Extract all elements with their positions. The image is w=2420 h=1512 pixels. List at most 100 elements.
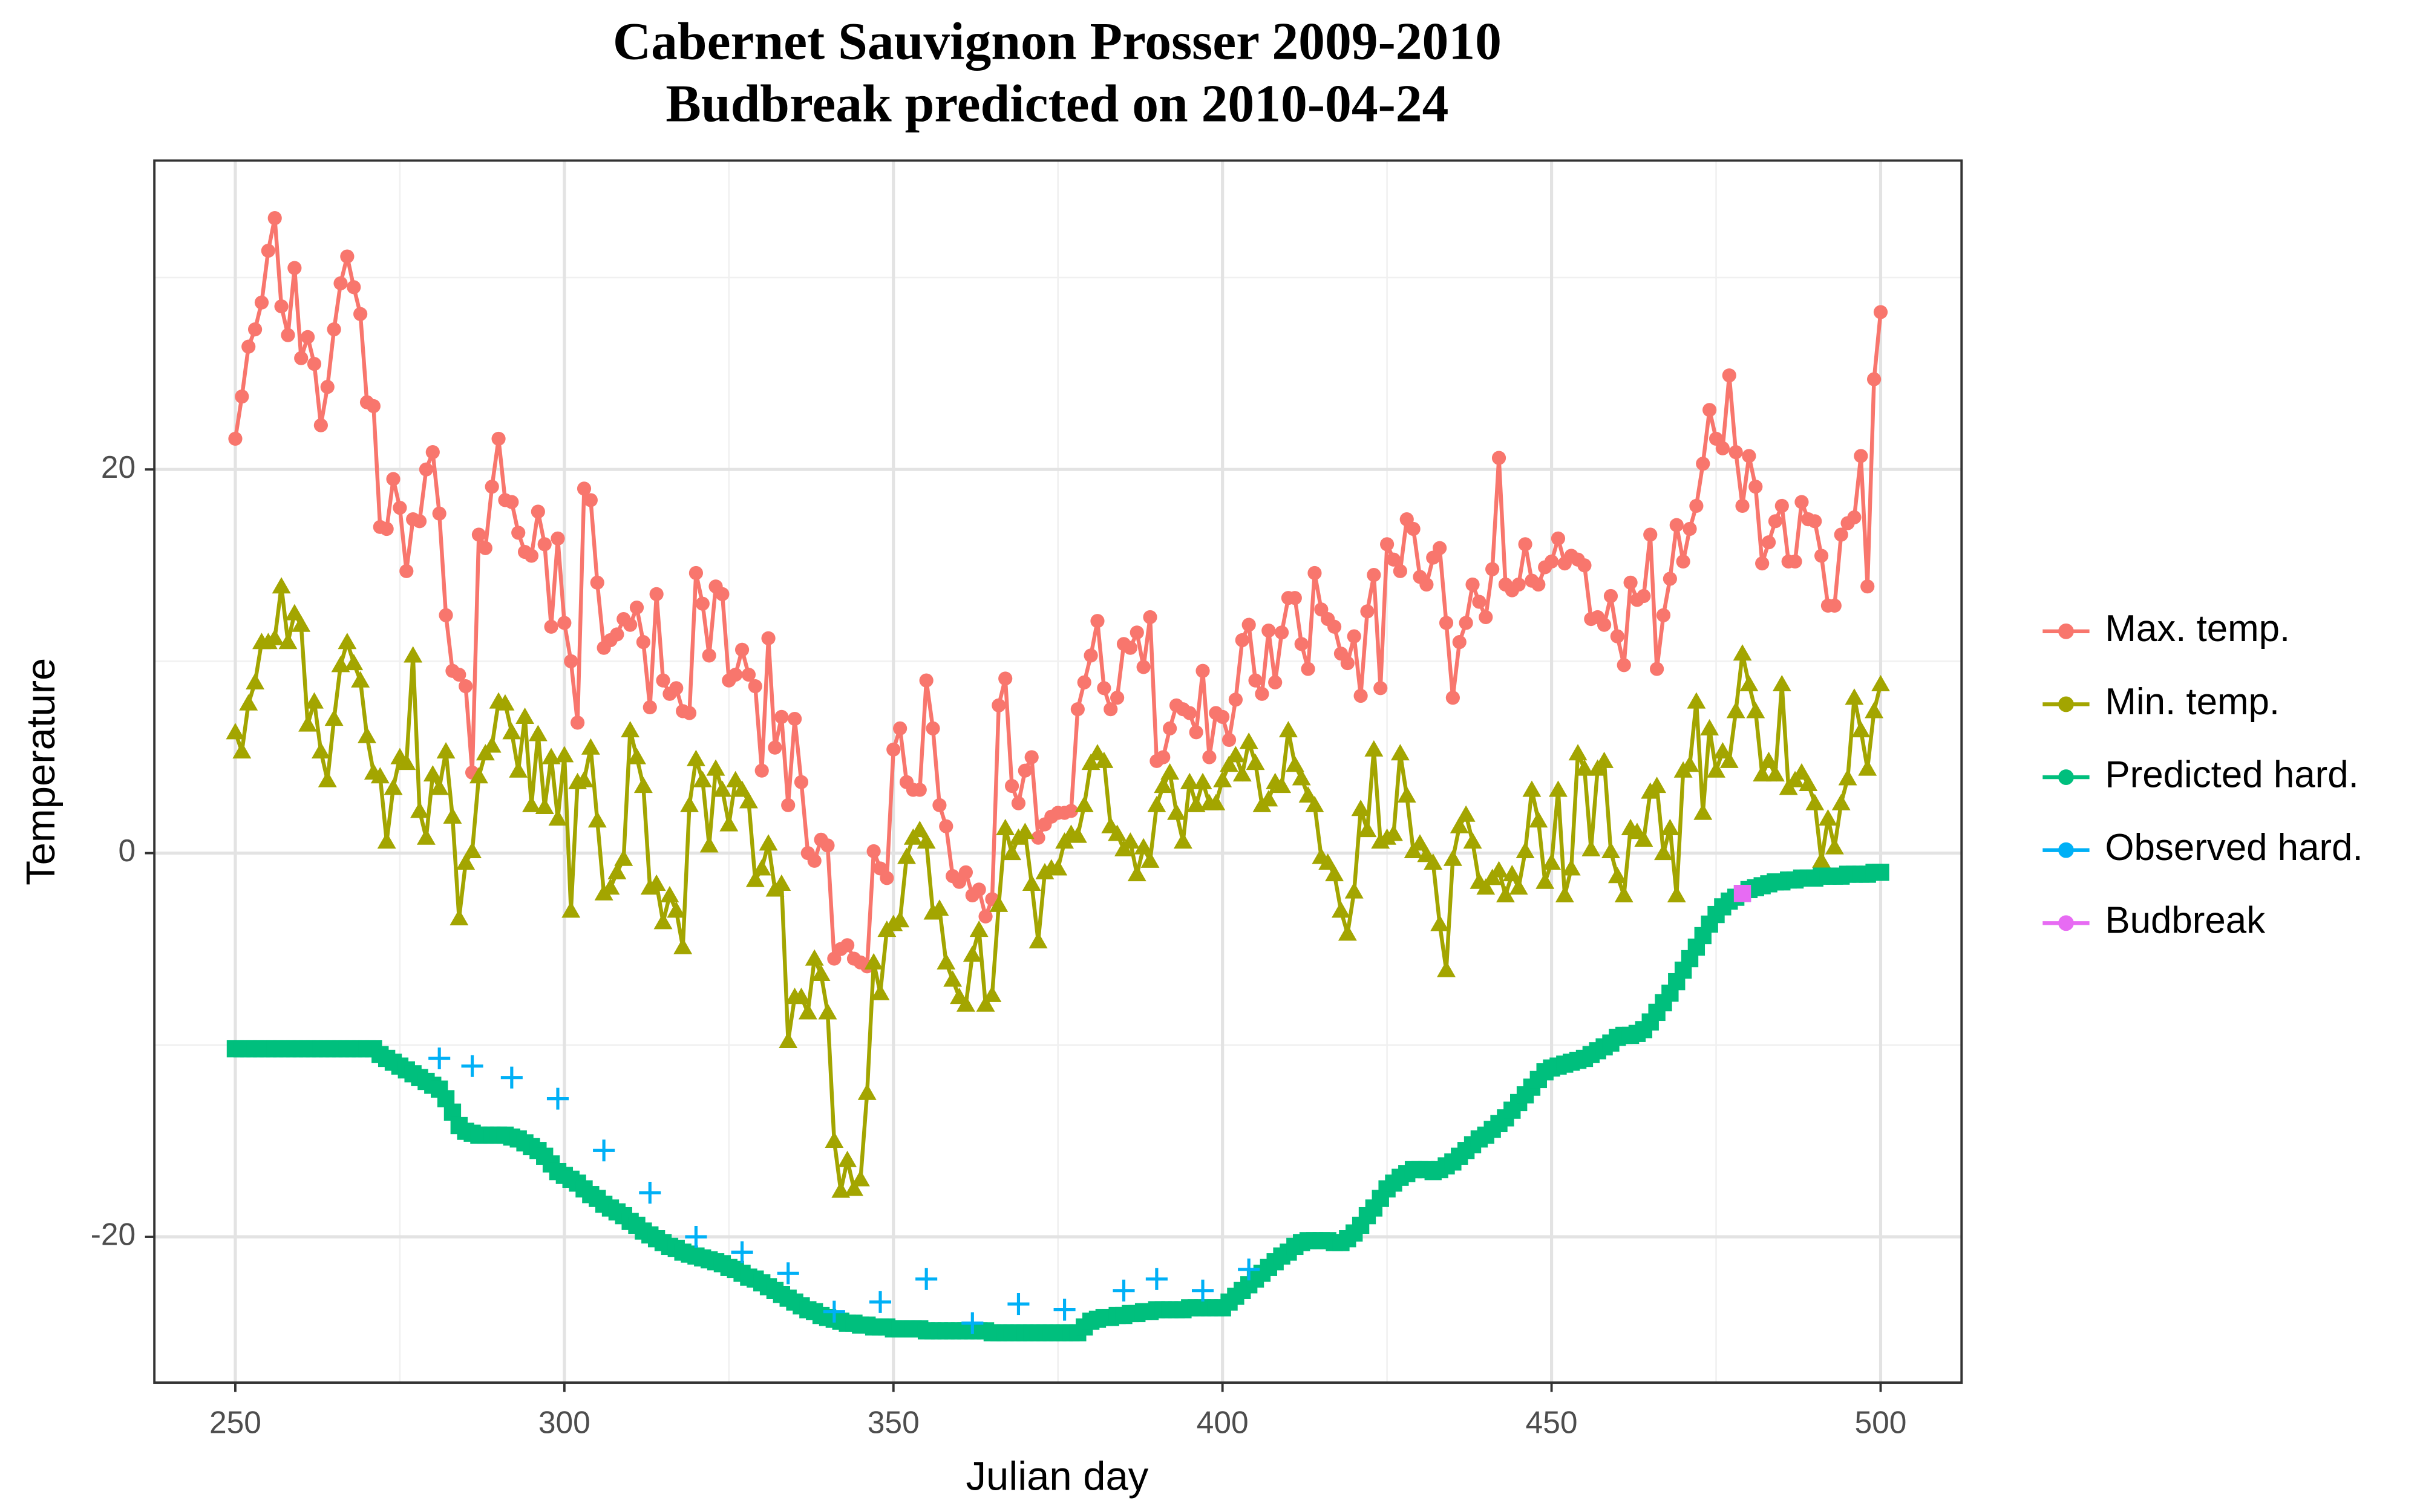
point bbox=[1647, 777, 1667, 793]
point bbox=[324, 709, 344, 726]
point bbox=[932, 798, 947, 812]
x-tick-label: 300 bbox=[538, 1404, 590, 1439]
point bbox=[1305, 795, 1324, 812]
point bbox=[686, 749, 705, 766]
point bbox=[1189, 725, 1203, 740]
point bbox=[1794, 495, 1809, 509]
point bbox=[1215, 709, 1230, 724]
point bbox=[469, 767, 488, 784]
point bbox=[682, 706, 697, 720]
point bbox=[1272, 777, 1292, 793]
legend-label: Predicted hard. bbox=[2105, 754, 2358, 795]
point bbox=[419, 462, 434, 477]
point bbox=[1410, 834, 1430, 851]
point bbox=[1077, 675, 1091, 689]
point bbox=[1617, 658, 1631, 673]
point bbox=[393, 501, 407, 515]
point bbox=[621, 721, 640, 738]
point bbox=[1380, 537, 1395, 552]
point bbox=[1156, 750, 1171, 764]
point bbox=[1511, 577, 1526, 592]
point bbox=[653, 913, 673, 930]
point bbox=[267, 211, 282, 226]
point bbox=[1472, 595, 1486, 609]
point bbox=[1623, 575, 1638, 590]
point bbox=[439, 608, 453, 622]
point bbox=[1298, 786, 1318, 803]
point bbox=[1301, 662, 1315, 676]
point bbox=[1502, 865, 1522, 882]
point bbox=[792, 988, 811, 1005]
point bbox=[292, 615, 311, 632]
point bbox=[1074, 795, 1094, 812]
point bbox=[647, 874, 666, 891]
point bbox=[623, 618, 638, 632]
point bbox=[557, 616, 572, 630]
point bbox=[379, 521, 394, 536]
point bbox=[307, 357, 322, 371]
point bbox=[1367, 568, 1381, 582]
point bbox=[1774, 498, 1789, 513]
point bbox=[1011, 796, 1026, 810]
point bbox=[1851, 721, 1871, 738]
point bbox=[1788, 554, 1802, 569]
point bbox=[1607, 867, 1627, 884]
point bbox=[1516, 841, 1535, 859]
point bbox=[768, 740, 782, 755]
point bbox=[1726, 702, 1745, 719]
point bbox=[1186, 795, 1206, 812]
point bbox=[972, 882, 986, 897]
point bbox=[1241, 618, 1256, 632]
point bbox=[301, 330, 315, 344]
point bbox=[1024, 750, 1039, 764]
point bbox=[1742, 449, 1756, 463]
point bbox=[528, 725, 548, 741]
point bbox=[1031, 830, 1045, 845]
point bbox=[505, 495, 519, 509]
legend-label: Min. temp. bbox=[2105, 681, 2280, 723]
point bbox=[1182, 706, 1197, 720]
point bbox=[320, 380, 335, 394]
point bbox=[706, 759, 725, 776]
point bbox=[820, 838, 835, 853]
point bbox=[1643, 527, 1658, 542]
point bbox=[482, 736, 502, 753]
point bbox=[989, 895, 1009, 912]
point bbox=[1127, 865, 1146, 882]
point bbox=[246, 673, 265, 689]
point bbox=[1676, 554, 1690, 569]
point bbox=[627, 748, 646, 764]
point bbox=[1597, 618, 1612, 632]
point bbox=[893, 721, 908, 735]
point bbox=[1064, 804, 1079, 818]
point bbox=[1097, 681, 1111, 696]
point bbox=[1452, 635, 1467, 650]
point bbox=[1120, 832, 1140, 849]
point bbox=[761, 631, 776, 645]
point bbox=[823, 1300, 845, 1323]
point bbox=[1872, 864, 1889, 881]
point bbox=[1406, 521, 1421, 536]
point bbox=[695, 596, 710, 611]
point bbox=[1347, 629, 1361, 644]
point bbox=[1575, 759, 1594, 776]
point bbox=[794, 775, 809, 789]
point bbox=[1048, 859, 1068, 876]
legend-key-point bbox=[2058, 769, 2074, 785]
point bbox=[787, 711, 802, 726]
point bbox=[1735, 498, 1750, 513]
point bbox=[667, 901, 686, 918]
point bbox=[432, 506, 446, 521]
point bbox=[333, 276, 348, 291]
point bbox=[1871, 674, 1890, 692]
point bbox=[232, 742, 252, 759]
point bbox=[1577, 558, 1592, 573]
point bbox=[825, 1131, 844, 1148]
point bbox=[564, 654, 578, 668]
point bbox=[807, 853, 822, 868]
point bbox=[515, 707, 535, 724]
point bbox=[1232, 765, 1252, 782]
point bbox=[459, 679, 473, 694]
point bbox=[1581, 839, 1601, 856]
point bbox=[1772, 674, 1791, 692]
